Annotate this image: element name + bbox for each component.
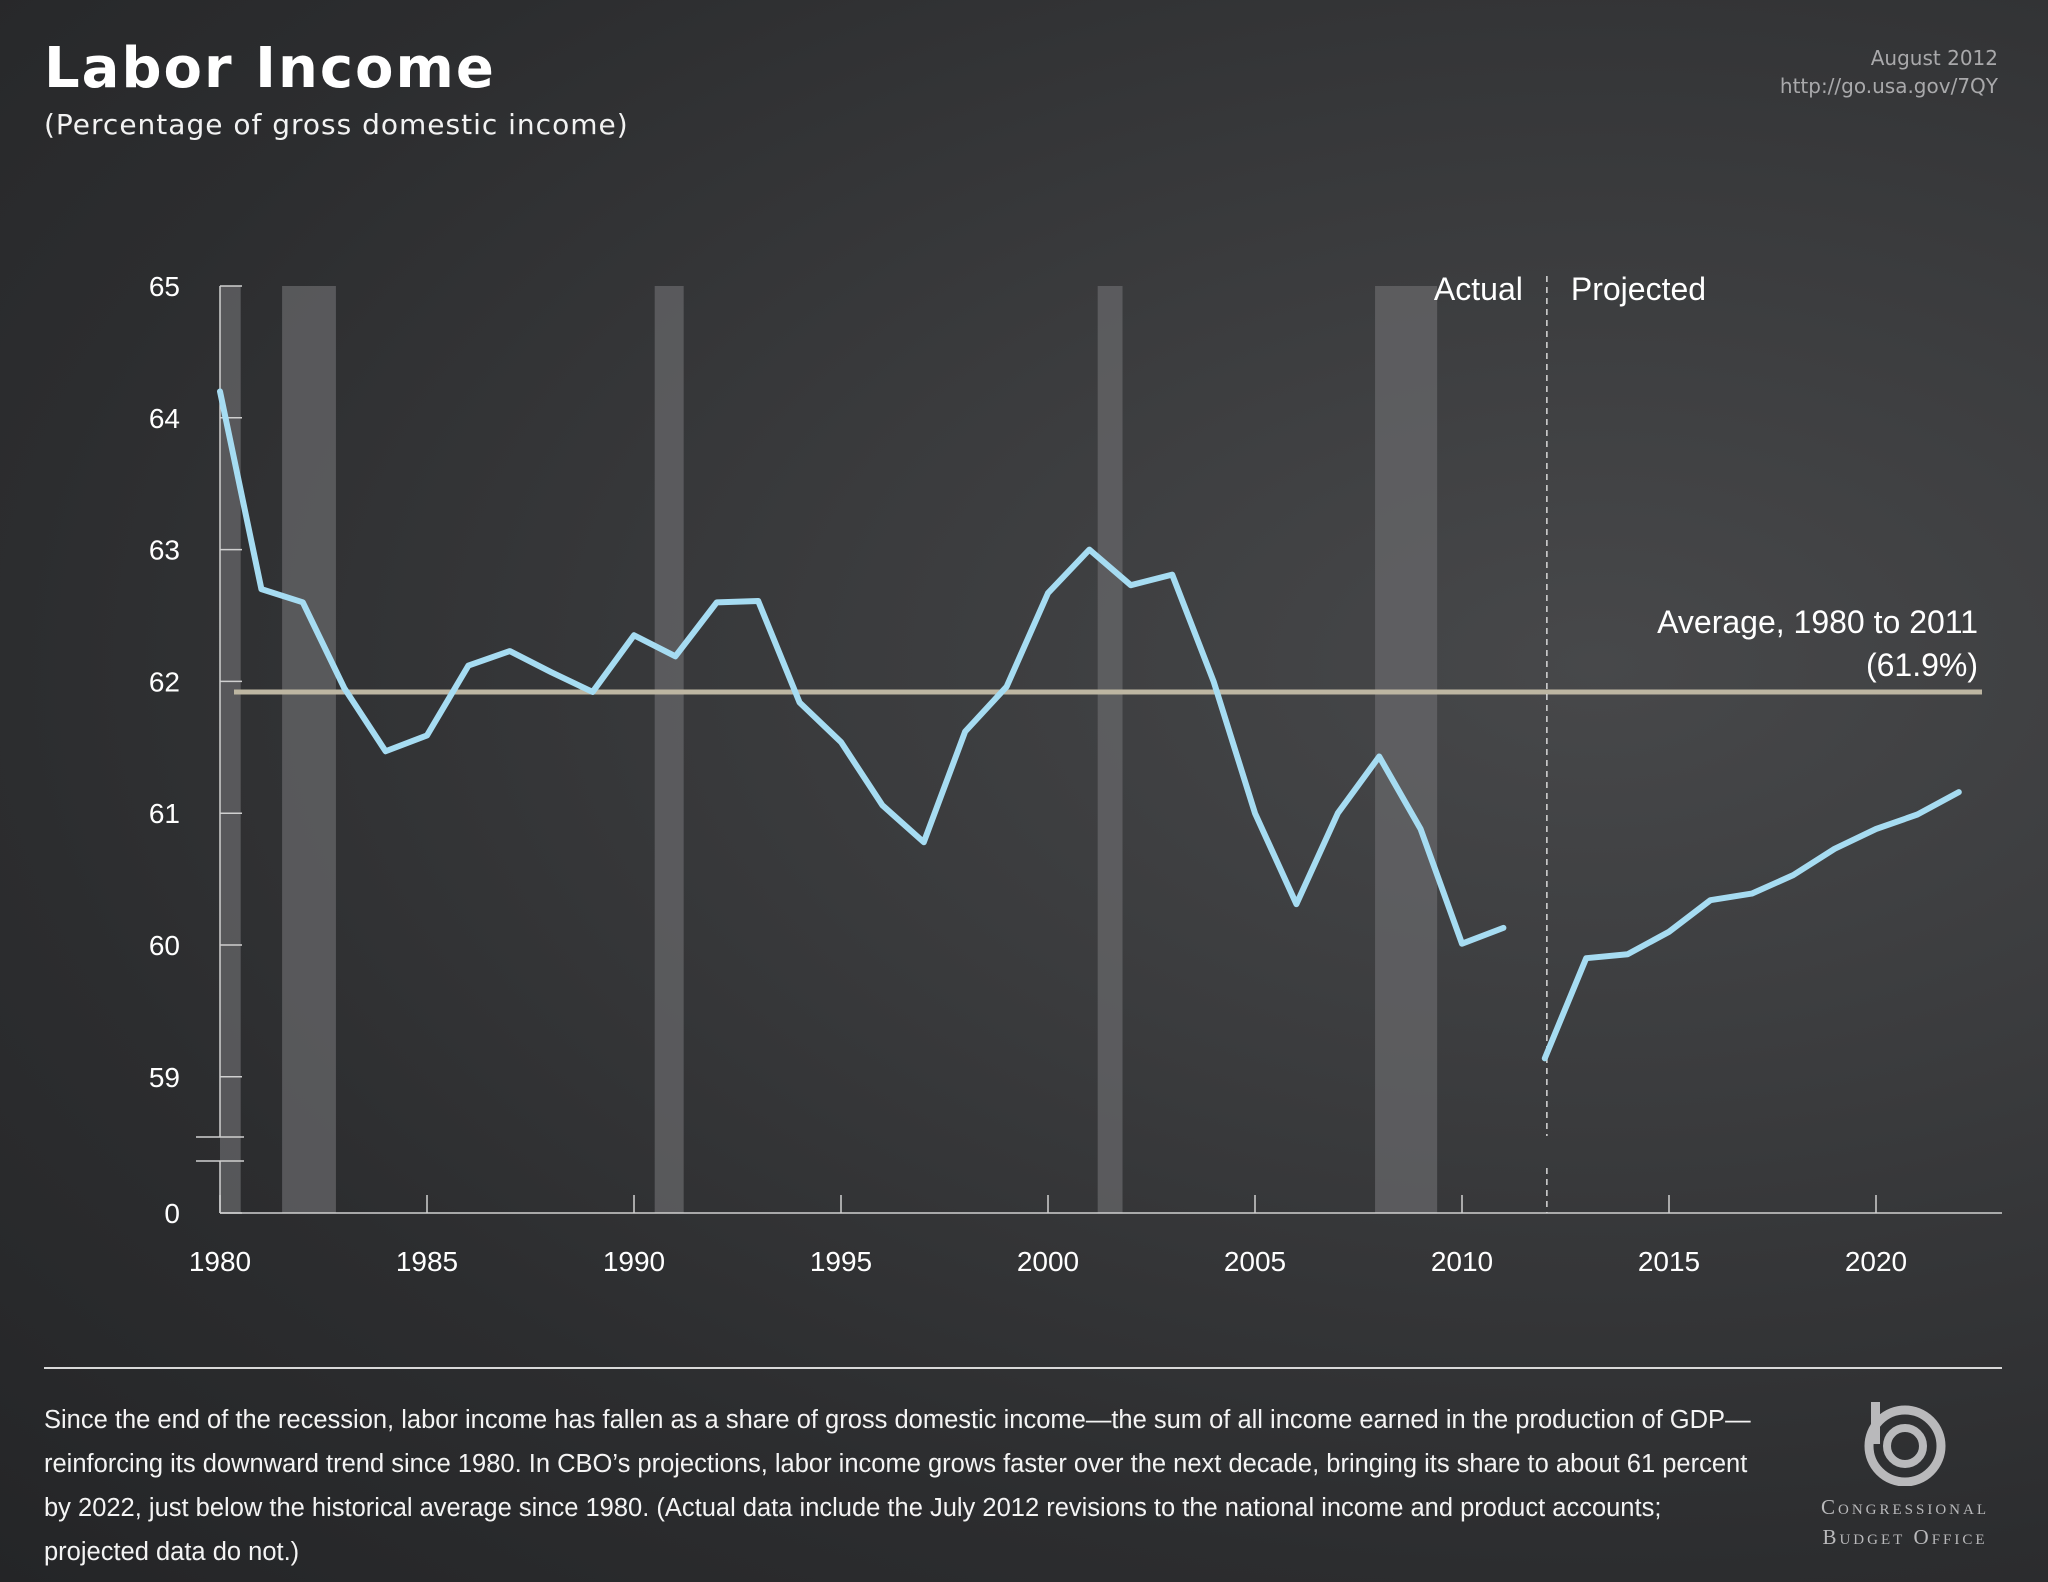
x-tick-label-2005: 2005 [1224,1246,1286,1277]
y-tick-label-65: 65 [149,271,180,302]
projected-label: Projected [1571,271,1706,307]
data-point-projected-2018 [1790,872,1796,878]
data-point-actual-2005 [1252,810,1258,816]
x-tick-label-2000: 2000 [1017,1246,1079,1277]
data-point-projected-2016 [1707,897,1713,903]
y-tick-label-60: 60 [149,930,180,961]
data-point-projected-2020 [1873,826,1879,832]
data-point-actual-1981 [258,586,264,592]
data-point-actual-2006 [1293,901,1299,907]
data-point-actual-1996 [879,802,886,808]
data-point-actual-1984 [383,748,389,754]
cbo-logo-text: Congressional Budget Office [1800,1492,2010,1552]
data-point-projected-2019 [1832,846,1838,852]
x-tick-label-1995: 1995 [810,1246,872,1277]
data-point-actual-1991 [672,653,679,659]
publication-meta: August 2012 http://go.usa.gov/7QY [1780,44,1998,100]
data-point-actual-1989 [590,689,596,695]
data-point-actual-1987 [507,648,513,654]
data-point-actual-1993 [755,598,761,604]
x-tick-label-2020: 2020 [1845,1246,1907,1277]
y-tick-label-63: 63 [149,535,180,566]
data-point-actual-1990 [631,632,637,638]
data-series [217,388,1962,1062]
average-label-line-2: (61.9%) [1866,647,1978,683]
data-point-actual-2011 [1500,925,1506,931]
average-reference: Average, 1980 to 2011 (61.9%) [234,604,1982,695]
data-point-actual-1992 [714,599,720,605]
data-point-projected-2022 [1956,789,1962,795]
data-point-actual-2004 [1211,678,1217,685]
publication-date: August 2012 [1870,46,1998,70]
data-point-actual-1982 [300,599,306,605]
recession-band-4 [1375,286,1438,1213]
data-point-actual-1980 [217,388,223,395]
y-tick-label-61: 61 [149,798,180,829]
y-tick-label-0: 0 [164,1198,180,1229]
data-point-projected-2017 [1749,890,1755,897]
cbo-logo: Congressional Budget Office [1800,1400,2010,1570]
logo-line-2: Budget Office [1822,1525,1988,1549]
data-point-projected-2013 [1583,955,1589,961]
data-point-projected-2012 [1542,1055,1548,1061]
recession-band-1 [282,286,336,1213]
data-point-actual-1983 [341,685,347,691]
footer-divider [44,1367,2002,1369]
recession-band-3 [1097,286,1123,1213]
x-tick-label-1990: 1990 [603,1246,665,1277]
x-tick-label-1985: 1985 [396,1246,458,1277]
y-tick-label-62: 62 [149,666,180,697]
data-point-actual-1994 [797,699,803,706]
short-url[interactable]: http://go.usa.gov/7QY [1779,74,1998,98]
y-tick-label-64: 64 [149,403,180,434]
data-point-actual-1986 [465,662,471,669]
data-point-actual-1998 [962,728,968,735]
footer-note: Since the end of the recession, labor in… [44,1406,1751,1566]
x-tick-label-1980: 1980 [189,1246,251,1277]
data-point-actual-1985 [424,732,430,739]
recession-band-2 [654,286,684,1213]
data-point-actual-1995 [838,739,844,745]
labor-income-chart: 0 59 60 61 62 63 64 65 1980 1985 1990 1995 2000 2005 2… [149,271,2002,1277]
cbo-logo-icon [1864,1402,1946,1486]
recession-bands [220,286,1438,1213]
data-point-actual-2001 [1086,547,1092,553]
recession-band-0 [220,286,241,1213]
data-point-actual-1988 [548,669,554,675]
data-point-actual-1997 [921,839,927,845]
data-point-actual-2002 [1128,582,1134,588]
x-tick-label-2010: 2010 [1431,1246,1493,1277]
data-point-actual-2003 [1169,572,1175,578]
chart-title: Labor Income [44,36,496,101]
logo-line-1: Congressional [1820,1495,1989,1519]
x-tick-label-2015: 2015 [1638,1246,1700,1277]
y-tick-label-59: 59 [149,1062,180,1093]
actual-projected-divider: Actual Projected [1434,271,1706,1213]
chart-subtitle: (Percentage of gross domestic income) [44,108,629,141]
data-point-projected-2014 [1625,951,1631,957]
data-point-projected-2021 [1914,811,1920,818]
series-line-projected [1541,789,1962,1062]
data-point-projected-2015 [1666,929,1672,935]
series-line-actual [217,388,1507,947]
data-point-actual-2010 [1459,941,1465,947]
data-point-actual-2007 [1335,810,1341,816]
data-point-actual-2000 [1045,590,1051,596]
data-point-actual-2009 [1418,826,1424,832]
average-label-line-1: Average, 1980 to 2011 [1657,604,1978,640]
data-point-actual-1999 [1004,684,1010,690]
axes: 0 59 60 61 62 63 64 65 1980 1985 1990 1995 2000 2005 2… [149,271,2002,1277]
actual-label: Actual [1434,271,1523,307]
data-point-actual-2008 [1376,753,1382,760]
